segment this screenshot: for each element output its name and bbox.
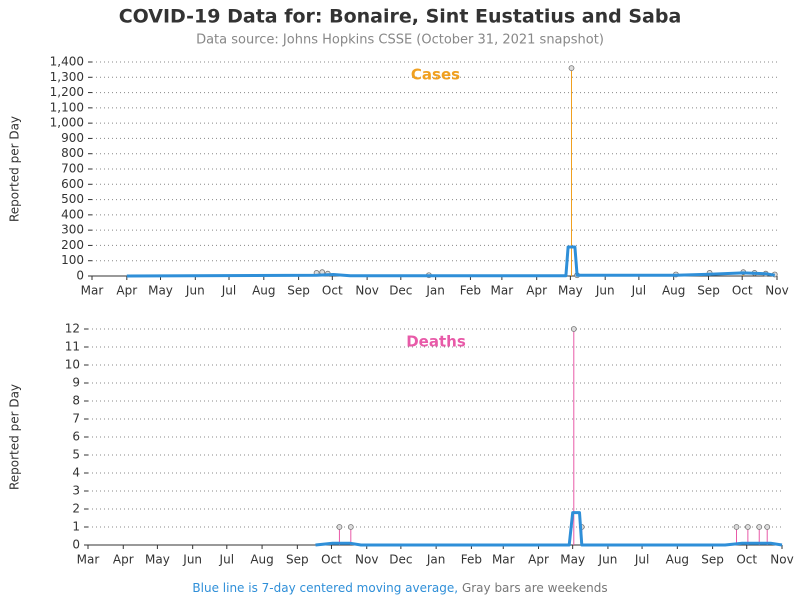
y-tick-label: 11 bbox=[65, 340, 80, 354]
y-tick-label: 8 bbox=[72, 394, 80, 408]
y-tick-label: 600 bbox=[61, 177, 84, 191]
footnote-gray: Gray bars are weekends bbox=[462, 581, 608, 595]
y-tick-label: 100 bbox=[61, 253, 84, 267]
x-tick-label: Oct bbox=[736, 553, 757, 567]
y-tick-label: 1,200 bbox=[50, 85, 84, 99]
y-tick-label: 7 bbox=[72, 412, 80, 426]
x-tick-label: Jan bbox=[425, 284, 445, 298]
page-subtitle: Data source: Johns Hopkins CSSE (October… bbox=[196, 33, 604, 48]
y-tick-label: 6 bbox=[72, 430, 80, 444]
y-tick-label: 1,400 bbox=[50, 55, 84, 69]
y-tick-label: 9 bbox=[72, 376, 80, 390]
x-tick-label: Nov bbox=[770, 553, 793, 567]
y-tick-label: 700 bbox=[61, 162, 84, 176]
y-tick-label: 1,300 bbox=[50, 70, 84, 84]
x-tick-label: Sep bbox=[287, 284, 310, 298]
page-title: COVID-19 Data for: Bonaire, Sint Eustati… bbox=[119, 6, 682, 28]
x-tick-label: Apr bbox=[526, 284, 547, 298]
x-tick-label: Mar bbox=[81, 284, 104, 298]
x-tick-label: Mar bbox=[77, 553, 100, 567]
x-tick-label: Dec bbox=[389, 553, 412, 567]
x-tick-label: Aug bbox=[662, 284, 685, 298]
y-tick-label: 3 bbox=[72, 484, 80, 498]
point bbox=[347, 524, 354, 530]
x-tick-label: Dec bbox=[389, 284, 412, 298]
x-tick-label: May bbox=[148, 284, 173, 298]
y-tick-label: 300 bbox=[61, 223, 84, 237]
y-tick-label: 0 bbox=[72, 538, 80, 552]
x-tick-label: Jul bbox=[221, 284, 236, 298]
x-tick-label: Jun bbox=[182, 553, 202, 567]
point bbox=[764, 524, 771, 530]
x-tick-label: Jan bbox=[426, 553, 446, 567]
x-tick-label: May bbox=[145, 553, 170, 567]
x-tick-label: Aug bbox=[252, 284, 275, 298]
x-tick-label: Sep bbox=[697, 284, 720, 298]
point bbox=[756, 524, 763, 530]
point bbox=[733, 524, 740, 530]
y-tick-label: 4 bbox=[72, 466, 80, 480]
x-tick-label: Nov bbox=[765, 284, 788, 298]
y-tick-label: 5 bbox=[72, 448, 80, 462]
point bbox=[568, 65, 575, 72]
footnote-blue: Blue line is 7-day centered moving avera… bbox=[192, 581, 458, 595]
y-tick-label: 200 bbox=[61, 238, 84, 252]
x-tick-label: Jul bbox=[631, 284, 646, 298]
moving-average bbox=[315, 511, 783, 547]
x-tick-label: Oct bbox=[322, 284, 343, 298]
y-tick-label: 900 bbox=[61, 131, 84, 145]
x-tick-label: Jul bbox=[219, 553, 234, 567]
x-tick-label: Jun bbox=[598, 553, 618, 567]
x-tick-label: Oct bbox=[732, 284, 753, 298]
point bbox=[744, 524, 751, 530]
y-tick-label: 500 bbox=[61, 192, 84, 206]
x-tick-label: Sep bbox=[701, 553, 724, 567]
x-tick-label: Jun bbox=[185, 284, 205, 298]
x-tick-label: Nov bbox=[355, 553, 378, 567]
x-tick-label: Feb bbox=[460, 284, 481, 298]
x-tick-label: Sep bbox=[286, 553, 309, 567]
y-tick-label: 12 bbox=[65, 322, 80, 336]
point bbox=[336, 524, 343, 530]
x-tick-label: Jul bbox=[634, 553, 649, 567]
x-tick-label: Aug bbox=[666, 553, 689, 567]
x-tick-label: Feb bbox=[461, 553, 482, 567]
x-tick-label: May bbox=[558, 284, 583, 298]
x-tick-label: Apr bbox=[528, 553, 549, 567]
footnote: Blue line is 7-day centered moving avera… bbox=[192, 581, 607, 595]
y-tick-label: 1 bbox=[72, 520, 80, 534]
x-tick-label: Apr bbox=[116, 284, 137, 298]
y-tick-label: 400 bbox=[61, 207, 84, 221]
y-tick-label: 0 bbox=[76, 269, 84, 283]
x-tick-label: Aug bbox=[250, 553, 273, 567]
point bbox=[570, 326, 577, 332]
x-tick-label: Mar bbox=[491, 284, 514, 298]
chart-title: Deaths bbox=[406, 333, 466, 351]
moving-average bbox=[126, 245, 776, 278]
y-axis-label: Reported per Day bbox=[8, 116, 22, 222]
y-tick-label: 2 bbox=[72, 502, 80, 516]
x-tick-label: Oct bbox=[321, 553, 342, 567]
y-tick-label: 800 bbox=[61, 146, 84, 160]
x-tick-label: Jun bbox=[595, 284, 615, 298]
y-tick-label: 1,000 bbox=[50, 116, 84, 130]
y-tick-label: 1,100 bbox=[50, 100, 84, 114]
x-tick-label: Apr bbox=[113, 553, 134, 567]
x-tick-label: Mar bbox=[492, 553, 515, 567]
y-tick-label: 10 bbox=[65, 358, 80, 372]
chart-title: Cases bbox=[411, 66, 460, 84]
x-tick-label: May bbox=[560, 553, 585, 567]
x-tick-label: Nov bbox=[355, 284, 378, 298]
y-axis-label: Reported per Day bbox=[8, 384, 22, 490]
